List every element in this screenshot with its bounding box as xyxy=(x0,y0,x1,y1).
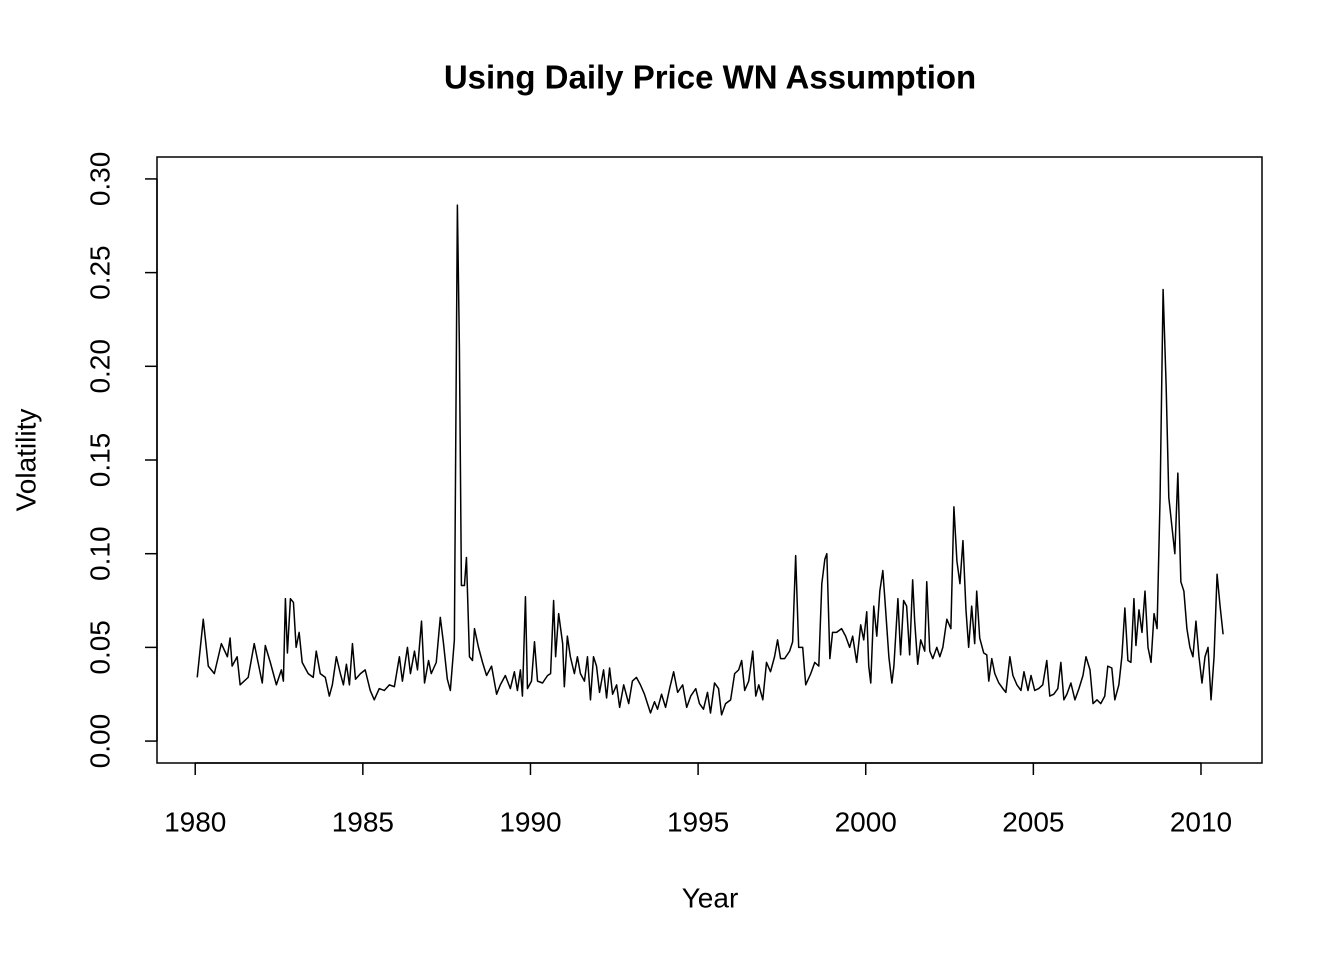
x-tick-label: 1985 xyxy=(332,806,394,837)
y-tick-label: 0.00 xyxy=(84,714,115,769)
x-tick-label: 1980 xyxy=(164,806,226,837)
x-axis-label: Year xyxy=(682,882,739,913)
y-tick-label: 0.15 xyxy=(84,433,115,488)
y-tick-label: 0.05 xyxy=(84,620,115,675)
x-tick-label: 1990 xyxy=(499,806,561,837)
y-tick-label: 0.10 xyxy=(84,526,115,581)
y-tick-label: 0.20 xyxy=(84,339,115,394)
y-tick-label: 0.30 xyxy=(84,152,115,207)
x-tick-label: 1995 xyxy=(667,806,729,837)
x-tick-label: 2010 xyxy=(1170,806,1232,837)
chart-title: Using Daily Price WN Assumption xyxy=(444,59,976,96)
y-axis-label: Volatility xyxy=(10,409,41,512)
x-tick-label: 2000 xyxy=(835,806,897,837)
x-tick-label: 2005 xyxy=(1002,806,1064,837)
y-tick-label: 0.25 xyxy=(84,245,115,300)
data-line xyxy=(196,204,1224,716)
